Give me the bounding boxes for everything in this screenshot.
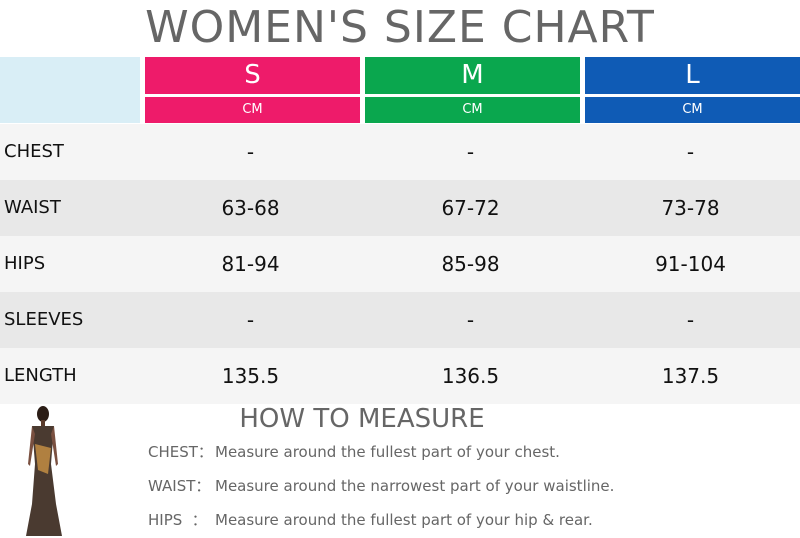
cell-value: 73-78: [661, 196, 720, 220]
cell-value: 63-68: [221, 196, 280, 220]
cell-value: -: [686, 308, 695, 332]
measure-text: Measure around the fullest part of your …: [215, 443, 560, 461]
cell-value: -: [246, 140, 255, 164]
row-label: CHEST: [4, 141, 64, 162]
cell-value: 91-104: [655, 252, 726, 276]
table-row: [0, 180, 800, 236]
measure-title: HOW TO MEASURE: [239, 404, 485, 434]
cell-value: 136.5: [441, 364, 500, 388]
unit-header: CM: [145, 97, 360, 123]
cell-value: -: [466, 140, 475, 164]
row-label: WAIST: [4, 197, 61, 218]
cell-value: -: [466, 308, 475, 332]
table-row: [0, 236, 800, 292]
table-row: [0, 348, 800, 404]
cell-value: 81-94: [221, 252, 280, 276]
size-header: M: [365, 57, 580, 94]
row-label: LENGTH: [4, 365, 77, 386]
measure-text: Measure around the narrowest part of you…: [215, 477, 615, 495]
unit-header: CM: [585, 97, 800, 123]
row-label: HIPS: [4, 253, 46, 274]
size-header: S: [145, 57, 360, 94]
cell-value: -: [686, 140, 695, 164]
unit-header: CM: [365, 97, 580, 123]
cell-value: 85-98: [441, 252, 500, 276]
cell-value: 67-72: [441, 196, 500, 220]
model-photo: [26, 406, 62, 536]
size-header: L: [585, 57, 800, 94]
corner-cell: [0, 57, 140, 123]
measure-label: WAIST：: [148, 477, 211, 495]
measure-label: HIPS ：: [148, 511, 207, 529]
table-row: [0, 292, 800, 348]
cell-value: 135.5: [221, 364, 280, 388]
cell-value: -: [246, 308, 255, 332]
title: WOMEN'S SIZE CHART: [145, 2, 655, 53]
measure-text: Measure around the fullest part of your …: [215, 511, 593, 529]
table-row: [0, 124, 800, 180]
cell-value: 137.5: [661, 364, 720, 388]
row-label: SLEEVES: [4, 309, 84, 330]
measure-label: CHEST：: [148, 443, 213, 461]
